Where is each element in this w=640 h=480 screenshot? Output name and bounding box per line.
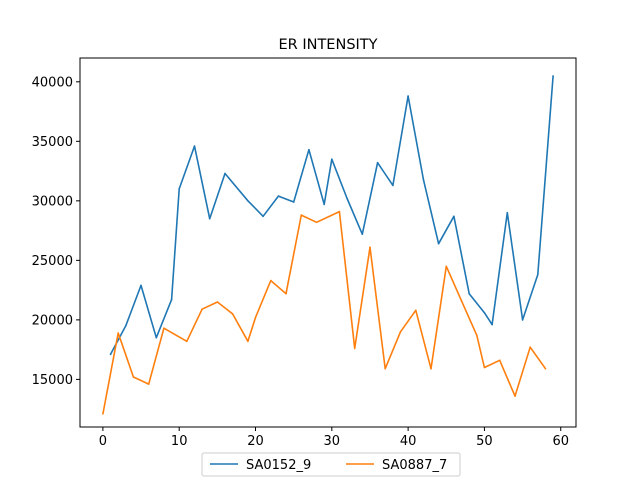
data-point	[109, 353, 112, 356]
data-point	[498, 359, 501, 362]
data-point	[369, 246, 371, 249]
data-point	[529, 346, 531, 349]
data-point	[208, 217, 211, 220]
data-point	[117, 332, 119, 334]
data-point	[537, 273, 539, 276]
data-point	[514, 395, 516, 397]
y-tick-label: 20000	[32, 313, 73, 328]
data-point	[285, 292, 287, 295]
data-point	[247, 200, 249, 202]
data-point	[193, 145, 196, 147]
y-tick-label: 35000	[32, 135, 73, 150]
x-tick-label: 40	[400, 434, 417, 449]
data-point	[468, 292, 471, 295]
data-point	[430, 367, 432, 370]
data-point	[132, 376, 135, 378]
data-point	[544, 367, 547, 370]
x-tick-label: 10	[171, 434, 188, 449]
x-tick-label: 20	[247, 434, 264, 449]
data-point	[262, 215, 264, 218]
y-tick-label: 15000	[32, 373, 73, 388]
data-point	[521, 319, 524, 321]
data-point	[155, 336, 158, 339]
data-point	[331, 158, 333, 160]
x-tick-label: 30	[324, 434, 341, 449]
data-point	[201, 308, 203, 311]
data-point	[247, 340, 249, 343]
x-tick-label: 50	[476, 434, 493, 449]
data-point	[308, 148, 310, 151]
series-layer	[102, 75, 554, 415]
y-tick-label: 40000	[32, 75, 73, 90]
data-point	[186, 340, 188, 343]
legend: SA0152_9 SA0887_7	[201, 452, 461, 477]
data-point	[384, 367, 387, 370]
data-point	[353, 347, 356, 350]
y-axis: 15000 20000 25000 30000 35000 40000	[32, 75, 80, 388]
data-point	[292, 201, 295, 203]
data-point	[216, 301, 219, 303]
data-point	[392, 184, 394, 187]
data-point	[422, 178, 425, 181]
data-point	[476, 334, 478, 337]
series-line-sa0887-7	[102, 210, 547, 415]
legend-frame	[201, 452, 461, 477]
data-point	[102, 413, 104, 415]
data-point	[453, 215, 455, 218]
data-point	[125, 325, 127, 327]
data-point	[163, 327, 165, 330]
data-point	[300, 214, 303, 216]
data-point	[277, 195, 280, 197]
data-point	[552, 75, 554, 77]
data-point	[170, 298, 173, 301]
data-point	[483, 366, 486, 369]
data-point	[338, 210, 341, 213]
legend-label-sa0152-9: SA0152_9	[246, 458, 311, 473]
data-point	[506, 211, 509, 214]
chart-title: ER INTENSITY	[278, 37, 377, 53]
data-point	[140, 284, 142, 287]
data-point	[376, 161, 379, 164]
legend-label-sa0887-7: SA0887_7	[382, 458, 447, 473]
data-point	[460, 300, 463, 302]
data-point	[270, 279, 272, 282]
data-point	[147, 383, 150, 385]
data-point	[178, 188, 180, 190]
x-axis: 0 10 20 30 40 50 60	[99, 427, 569, 449]
data-point	[407, 95, 409, 97]
data-point	[437, 242, 440, 245]
x-tick-label: 60	[552, 434, 569, 449]
data-point	[491, 323, 493, 326]
data-point	[399, 331, 402, 333]
data-point	[346, 197, 348, 200]
data-point	[323, 203, 326, 206]
data-point	[415, 309, 417, 312]
y-tick-label: 25000	[32, 254, 73, 269]
data-point	[315, 221, 318, 224]
axes-frame	[79, 57, 577, 428]
y-tick-label: 30000	[32, 194, 73, 209]
data-point	[445, 265, 448, 268]
data-point	[254, 316, 257, 319]
x-tick-label: 0	[99, 434, 107, 449]
data-point	[224, 172, 226, 175]
data-point	[483, 311, 486, 314]
data-point	[361, 233, 364, 235]
data-point	[231, 313, 234, 315]
